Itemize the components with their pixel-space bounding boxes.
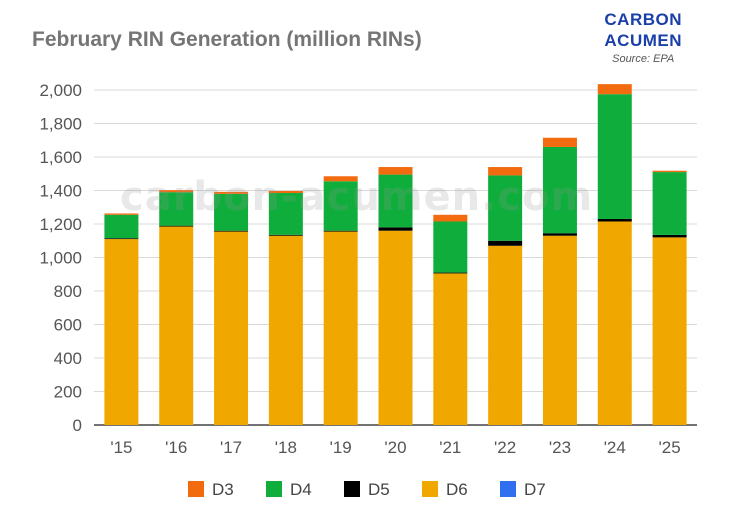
bar-segment-d6 bbox=[488, 245, 523, 425]
legend-swatch-d5 bbox=[344, 481, 360, 497]
x-tick-label: '23 bbox=[549, 438, 571, 457]
bar-segment-d3 bbox=[268, 191, 303, 194]
x-tick-label: '19 bbox=[330, 438, 352, 457]
y-tick-label: 2,000 bbox=[39, 81, 82, 100]
bar-segment-d3 bbox=[488, 167, 523, 176]
bar-segment-d6 bbox=[214, 231, 249, 425]
y-tick-label: 1,200 bbox=[39, 215, 82, 234]
bar-segment-d5 bbox=[542, 233, 577, 236]
y-tick-label: 0 bbox=[73, 416, 82, 435]
bar-segment-d3 bbox=[214, 191, 249, 194]
bar-segment-d4 bbox=[104, 214, 139, 239]
bar-segment-d4 bbox=[159, 192, 194, 226]
y-tick-label: 1,600 bbox=[39, 148, 82, 167]
legend-swatch-d7 bbox=[500, 481, 516, 497]
bar-segment-d4 bbox=[652, 172, 687, 235]
y-tick-label: 600 bbox=[54, 316, 82, 335]
legend-label-d4: D4 bbox=[290, 480, 312, 499]
bar-segment-d6 bbox=[268, 235, 303, 425]
bar-segment-d5 bbox=[433, 272, 468, 274]
bar-segment-d3 bbox=[542, 137, 577, 147]
bar-segment-d4 bbox=[214, 193, 249, 231]
y-tick-label: 800 bbox=[54, 282, 82, 301]
bar-segment-d6 bbox=[542, 235, 577, 425]
bar-segment-d4 bbox=[323, 181, 358, 231]
chart-title: February RIN Generation (million RINs) bbox=[32, 28, 422, 51]
x-tick-label: '16 bbox=[165, 438, 187, 457]
source-note: Source: EPA bbox=[612, 53, 675, 65]
bar-segment-d6 bbox=[652, 237, 687, 425]
x-tick-label: '15 bbox=[110, 438, 132, 457]
bar-segment-d5 bbox=[104, 238, 139, 240]
legend-label-d7: D7 bbox=[524, 480, 546, 499]
bar-segment-d3 bbox=[378, 167, 413, 175]
bar-segment-d6 bbox=[597, 221, 632, 425]
bar-segment-d3 bbox=[597, 84, 632, 95]
bar-segment-d3 bbox=[159, 190, 194, 193]
bar-segment-d6 bbox=[104, 239, 139, 425]
bar-segment-d3 bbox=[652, 170, 687, 173]
logo-line-1: CARBON bbox=[604, 10, 682, 29]
bar-segment-d5 bbox=[159, 225, 194, 227]
bar-segment-d6 bbox=[159, 226, 194, 425]
legend-label-d5: D5 bbox=[368, 480, 390, 499]
y-tick-label: 400 bbox=[54, 349, 82, 368]
legend-label-d6: D6 bbox=[446, 480, 468, 499]
y-tick-label: 200 bbox=[54, 383, 82, 402]
bar-segment-d5 bbox=[652, 234, 687, 238]
x-tick-label: '21 bbox=[439, 438, 461, 457]
bar-segment-d3 bbox=[104, 213, 139, 215]
x-tick-label: '22 bbox=[494, 438, 516, 457]
y-tick-label: 1,800 bbox=[39, 115, 82, 134]
brand-logo: CARBON ACUMEN Source: EPA bbox=[604, 9, 682, 65]
bar-segment-d5 bbox=[214, 230, 249, 232]
y-tick-label: 1,000 bbox=[39, 249, 82, 268]
x-tick-label: '25 bbox=[659, 438, 681, 457]
bar-segment-d5 bbox=[323, 230, 358, 232]
y-tick-label: 1,400 bbox=[39, 182, 82, 201]
x-tick-label: '17 bbox=[220, 438, 242, 457]
bar-segment-d4 bbox=[542, 146, 577, 234]
legend-swatch-d3 bbox=[188, 481, 204, 497]
bar-segment-d5 bbox=[268, 234, 303, 236]
bar-segment-d6 bbox=[378, 230, 413, 425]
legend-swatch-d6 bbox=[422, 481, 438, 497]
bar-segment-d4 bbox=[597, 94, 632, 219]
logo-line-2: ACUMEN bbox=[604, 31, 682, 50]
bar-segment-d5 bbox=[378, 227, 413, 231]
x-tick-label: '18 bbox=[275, 438, 297, 457]
bar-segment-d3 bbox=[323, 176, 358, 182]
bar-segment-d5 bbox=[597, 218, 632, 222]
legend-label-d3: D3 bbox=[212, 480, 234, 499]
legend-swatch-d4 bbox=[266, 481, 282, 497]
bar-segment-d4 bbox=[433, 221, 468, 273]
bar-segment-d5 bbox=[488, 240, 523, 246]
x-tick-label: '24 bbox=[604, 438, 626, 457]
bar-segment-d6 bbox=[323, 231, 358, 425]
bar-segment-d3 bbox=[433, 214, 468, 222]
bar-segment-d4 bbox=[268, 193, 303, 235]
bar-segment-d4 bbox=[378, 174, 413, 228]
bar-segment-d6 bbox=[433, 273, 468, 425]
bar-segment-d4 bbox=[488, 175, 523, 241]
x-tick-label: '20 bbox=[384, 438, 406, 457]
